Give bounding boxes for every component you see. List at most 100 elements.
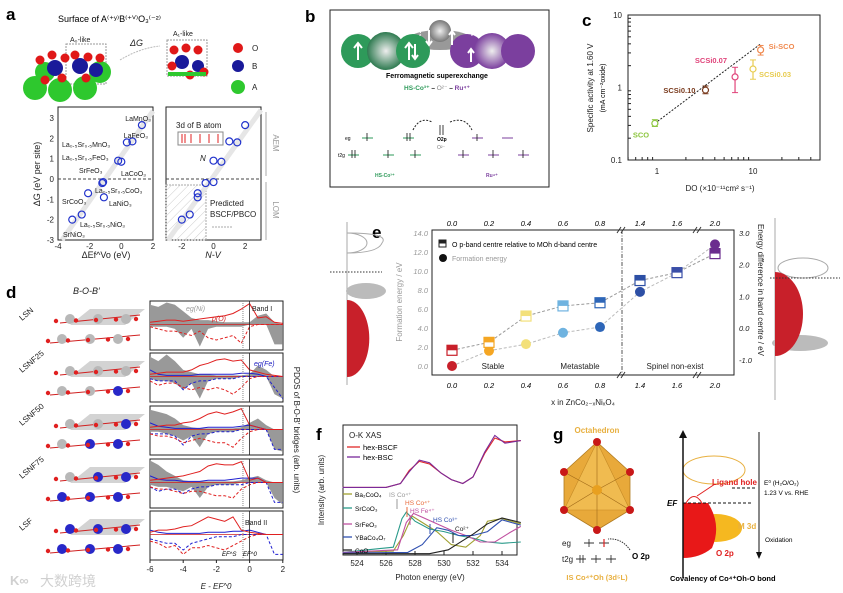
- arrow-down-icon: [756, 552, 762, 559]
- data-point: [701, 86, 710, 94]
- y-axis-label: Intensity (arb. units): [317, 455, 326, 526]
- legend-a: A: [252, 83, 258, 92]
- y-axis-label: ΔG (eV per site): [32, 142, 42, 207]
- ef-s-label: EF^S: [222, 552, 236, 558]
- x-tick-label: 524: [350, 559, 364, 568]
- oxygen-atom: [45, 548, 51, 554]
- series-line: [342, 517, 521, 555]
- pdos-plots: -6 -4 -2 0 2: [146, 300, 286, 574]
- y-axis-label-right: Energy difference in band centre / eV: [756, 224, 765, 357]
- fe-atom: [121, 472, 131, 482]
- oxygen-atom: [133, 421, 139, 427]
- x-tick-label: 0.2: [484, 381, 495, 390]
- pdos-frame: [149, 510, 284, 561]
- oxygen-atom: [113, 369, 119, 374]
- oxygen-atom: [45, 443, 51, 449]
- x-axis-label: DO (×10⁻¹¹cm² s⁻¹): [685, 184, 754, 193]
- oxygen-atom: [593, 526, 601, 534]
- data-point: [749, 65, 757, 73]
- band-centre-point-fill: [484, 337, 494, 343]
- oxygen-atom: [70, 50, 80, 60]
- y-tick-label: 2: [50, 134, 55, 143]
- legend-square-outline: [438, 239, 447, 248]
- oxygen-atom: [85, 442, 91, 448]
- x-tick-label: 532: [466, 559, 480, 568]
- y-tick-label: 8.0: [418, 286, 429, 295]
- watermark-text: 大数跨境: [40, 573, 96, 589]
- oxygen-atom: [125, 494, 131, 500]
- legend-label: hex-BSCF: [363, 443, 398, 452]
- x-axis-label: ΔEf^Vo (eV): [82, 250, 131, 260]
- oxygen-atom: [560, 506, 568, 514]
- y-tick-label-right: 2.0: [738, 261, 750, 270]
- series-line: [342, 519, 521, 554]
- series-line: [342, 434, 521, 488]
- band-2-label: Band II: [245, 520, 267, 527]
- panel-a-title: Surface of A⁽⁺ʸ⁾B⁽⁺ⱽ⁾O₃⁽⁻²⁾: [58, 14, 161, 24]
- data-point: [233, 138, 242, 147]
- eg-fe-up-line: [149, 369, 283, 377]
- p-o-up-line: [149, 460, 283, 483]
- chart-title: O-K XAS: [349, 431, 381, 440]
- ni-atom: [57, 439, 67, 449]
- atom-legend: O B A: [231, 43, 258, 94]
- ligand-hole-arc: [685, 496, 703, 504]
- x-tick-label: 0.4: [521, 381, 531, 390]
- hopping-arrows-icon: [419, 19, 473, 37]
- peak-annotation: HS Co³⁺: [433, 517, 458, 524]
- ni-atom: [65, 472, 75, 482]
- oxygen-atom: [93, 369, 99, 375]
- formation-energy-point: [521, 339, 531, 350]
- eg-ni-down-area: [150, 482, 283, 505]
- axis-break-icon: [692, 371, 702, 379]
- oxygen-atom: [105, 442, 111, 447]
- x-tick-label: 2.0: [709, 381, 721, 390]
- x-tick-label: 0: [119, 242, 124, 251]
- structure-label: LSF: [18, 516, 35, 532]
- oxygen-atom: [53, 528, 59, 534]
- fe-atom: [121, 524, 131, 534]
- panel-f: f O-K XAS Intensity (arb. units) Photon …: [316, 424, 522, 582]
- oxygen-atom: [85, 389, 91, 395]
- oxygen-atom: [113, 475, 119, 480]
- data-point: [128, 137, 137, 146]
- exchange-arrows-icon: [412, 119, 473, 131]
- b-site-atom: [175, 55, 189, 69]
- data-point: [177, 215, 186, 224]
- fe-atom: [57, 544, 67, 554]
- oxygen-atom: [45, 496, 51, 502]
- legend-formation-energy: Formation energy: [452, 256, 507, 263]
- eg-fe-label: eg(Fe): [254, 361, 275, 368]
- oxygen-atom: [45, 338, 51, 344]
- superexchange-title: Ferromagnetic superexchange: [386, 73, 488, 80]
- point-label: SCSi0.07: [695, 56, 727, 65]
- ru-lobe: [450, 34, 484, 68]
- band-centre-point-fill: [558, 300, 568, 306]
- x-tick-label: 0.6: [558, 381, 569, 390]
- panel-c: c Specific activity at 1.60 V (mA cm⁻²ox…: [582, 11, 821, 193]
- oxygen-atom: [125, 441, 131, 447]
- crystal-structures: LSN LSNF25 LSNF50 LSNF75 LSF: [18, 305, 145, 554]
- oxygen-atom: [40, 75, 50, 85]
- formula-o: O²⁻: [437, 85, 448, 92]
- y-axis-units: (mA cm⁻²oxide): [600, 64, 607, 113]
- oxygen-atom: [57, 73, 67, 83]
- data-point: [217, 157, 226, 166]
- ni-atom: [65, 419, 75, 429]
- formula-dash: –: [430, 85, 437, 92]
- data-point: [651, 119, 659, 127]
- axes-frame: [57, 106, 154, 241]
- oxidation-label: Oxidation: [765, 537, 793, 544]
- x-tick-label-top: 0.6: [558, 219, 569, 228]
- band-centre-point-fill: [595, 297, 605, 303]
- b-site-atom: [72, 58, 88, 74]
- data-point: [83, 189, 93, 198]
- t2g-label: t2g: [338, 153, 345, 159]
- oxygen-atom: [113, 527, 119, 532]
- ru-lobe: [501, 34, 535, 68]
- lom-label: LOM: [271, 201, 280, 219]
- x-tick-label: 1.6: [672, 381, 683, 390]
- y-tick-label: 10.0: [413, 267, 428, 276]
- watermark: K∞ 大数跨境: [10, 573, 96, 589]
- eg-label: eg: [562, 539, 571, 548]
